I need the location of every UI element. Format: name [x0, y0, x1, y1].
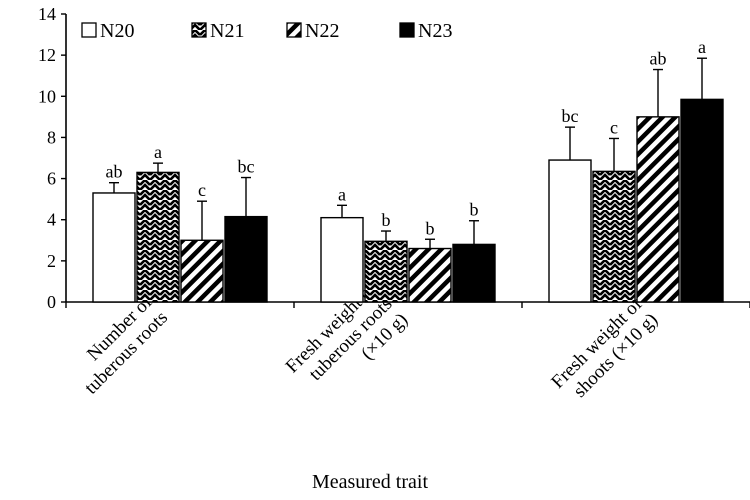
- legend-swatch-n21: [191, 22, 207, 38]
- legend-label-n20: N20: [100, 20, 134, 42]
- significance-label: a: [338, 184, 346, 204]
- y-tick-label: 10: [38, 86, 56, 106]
- legend-swatch-n22: [286, 22, 302, 38]
- significance-label: bc: [562, 106, 579, 126]
- significance-label: bc: [238, 157, 255, 177]
- y-tick-label: 2: [47, 251, 56, 271]
- bar-n20: [92, 192, 136, 303]
- x-axis-title: Measured trait: [312, 471, 429, 493]
- significance-label: a: [698, 37, 706, 57]
- y-tick-label: 0: [47, 292, 56, 312]
- bar-n21: [364, 240, 408, 303]
- legend-label-n23: N23: [418, 20, 452, 42]
- significance-label: b: [470, 200, 479, 220]
- significance-label: c: [610, 117, 618, 137]
- legend-swatch-n20: [81, 22, 97, 38]
- bar-n21: [136, 171, 180, 303]
- y-tick-label: 6: [47, 169, 56, 189]
- bar-n20: [320, 216, 364, 303]
- bar-n23: [680, 98, 724, 303]
- legend-swatch-n23: [399, 22, 415, 38]
- bar-n22: [408, 247, 452, 303]
- bar-n22: [636, 116, 680, 303]
- significance-label: b: [382, 210, 391, 230]
- bar-n20: [548, 159, 592, 303]
- significance-label: ab: [650, 49, 667, 69]
- bar-n23: [452, 243, 496, 303]
- significance-label: a: [154, 142, 162, 162]
- y-tick-label: 14: [38, 4, 56, 24]
- bar-n22: [180, 239, 224, 303]
- bar-n21: [592, 170, 636, 303]
- legend-label-n21: N21: [210, 20, 244, 42]
- significance-label: b: [426, 218, 435, 238]
- y-tick-label: 12: [38, 45, 56, 65]
- bar-n23: [224, 215, 268, 303]
- legend-label-n22: N22: [305, 20, 339, 42]
- significance-label: c: [198, 180, 206, 200]
- y-tick-label: 8: [47, 127, 56, 147]
- significance-label: ab: [106, 162, 123, 182]
- y-tick-label: 4: [47, 210, 56, 230]
- legend: N20 N21 N22 N23: [81, 20, 452, 42]
